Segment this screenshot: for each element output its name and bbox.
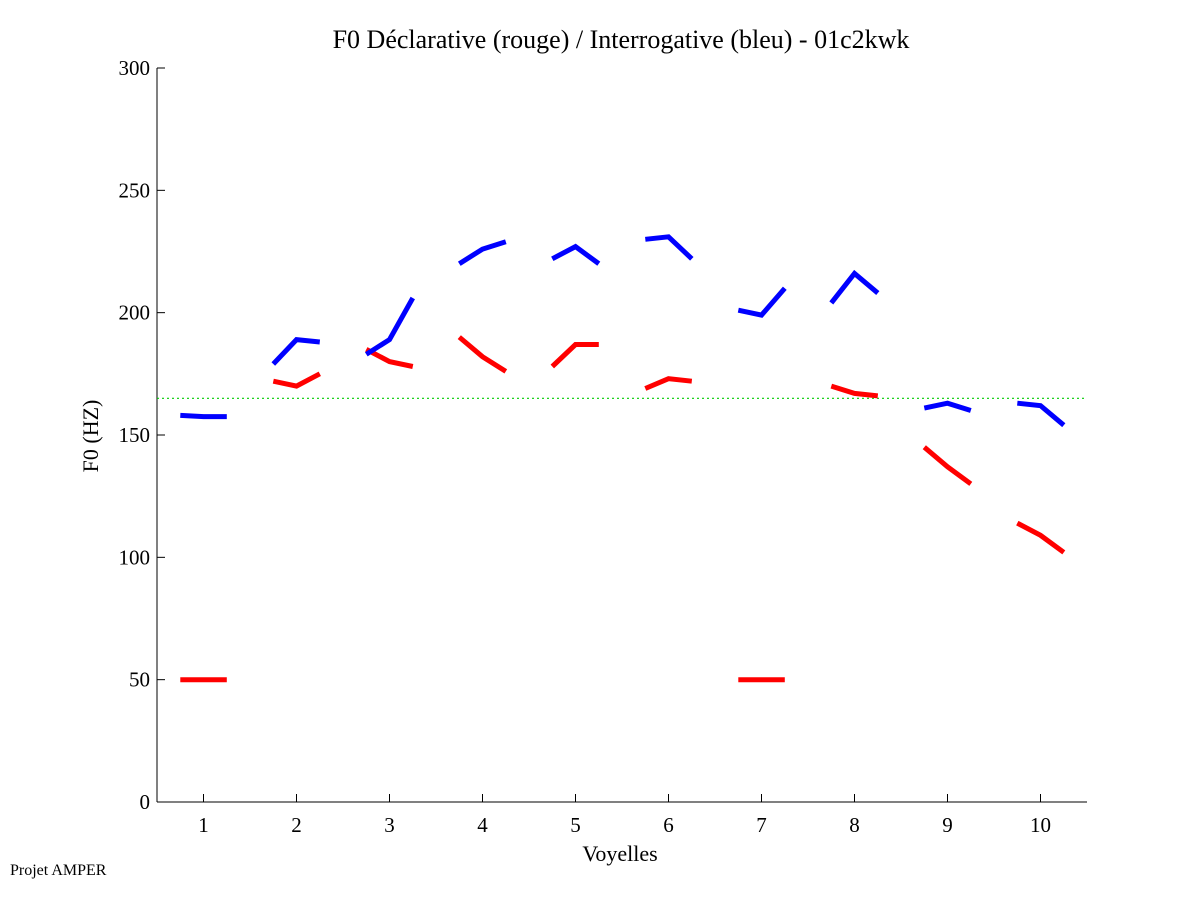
f0-segment	[1016, 520, 1066, 555]
x-tick-label: 1	[198, 813, 209, 837]
y-tick-label: 150	[119, 423, 151, 447]
x-tick-label: 4	[477, 813, 488, 837]
f0-segment	[737, 286, 787, 318]
y-tick-label: 250	[119, 178, 151, 202]
x-tick-label: 9	[942, 813, 953, 837]
f0-segment	[644, 376, 693, 391]
f0-segment	[365, 347, 414, 369]
f0-segment	[550, 342, 599, 369]
y-tick-label: 300	[119, 56, 151, 80]
y-tick-label: 100	[119, 545, 151, 569]
f0-segment	[180, 412, 227, 420]
f0-segment	[457, 239, 507, 266]
f0-segment	[829, 269, 880, 305]
f0-segment	[645, 234, 694, 261]
f0-segment	[271, 336, 321, 366]
y-tick-label: 50	[129, 668, 150, 692]
f0-segment	[923, 400, 972, 413]
x-tick-label: 6	[663, 813, 674, 837]
series-1	[180, 335, 1066, 683]
x-tick-label: 10	[1030, 813, 1051, 837]
chart-title: F0 Déclarative (rouge) / Interrogative (…	[333, 25, 910, 54]
f0-segment	[272, 371, 321, 389]
x-tick-label: 3	[384, 813, 395, 837]
x-tick-label: 2	[291, 813, 302, 837]
f0-segment	[830, 383, 879, 399]
x-tick-label: 7	[756, 813, 767, 837]
footer-credit: Projet AMPER	[10, 862, 107, 879]
f0-segment	[922, 445, 973, 486]
x-axis-label: Voyelles	[582, 841, 657, 866]
y-tick-label: 0	[140, 790, 151, 814]
axes: 0 50 100 150 200 250 300 1 2 3 4 5 6 7 8 9 10	[119, 56, 1087, 837]
y-tick-label: 200	[119, 301, 151, 325]
f0-segment	[364, 296, 415, 357]
f0-segment	[551, 243, 601, 266]
f0-segment	[1017, 400, 1066, 428]
x-tick-label: 5	[570, 813, 581, 837]
y-axis-label: F0 (HZ)	[78, 400, 103, 473]
f0-segment	[457, 335, 508, 374]
series-group	[180, 234, 1066, 683]
series-2	[180, 234, 1066, 428]
x-tick-label: 8	[849, 813, 860, 837]
